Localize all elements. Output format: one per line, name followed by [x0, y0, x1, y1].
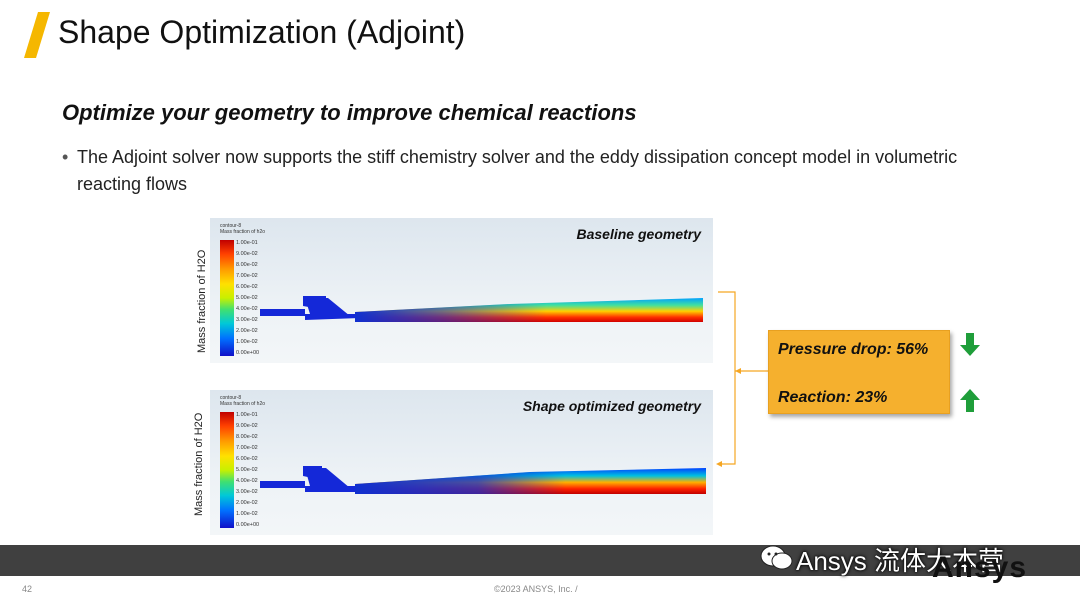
legend-tick: 9.00e-02 — [236, 251, 258, 257]
baseline-contour-panel: contour-8 Mass fraction of h2o 1.00e-01 … — [210, 218, 713, 363]
legend-tick: 7.00e-02 — [236, 273, 258, 279]
legend-tick: 2.00e-02 — [236, 328, 258, 334]
title-accent-bar — [24, 12, 50, 58]
legend-tick: 4.00e-02 — [236, 478, 258, 484]
legend-tick: 4.00e-02 — [236, 306, 258, 312]
legend-ticks: 1.00e-01 9.00e-02 8.00e-02 7.00e-02 6.00… — [236, 240, 276, 356]
legend-tick: 3.00e-02 — [236, 489, 258, 495]
legend-tick: 1.00e-01 — [236, 240, 258, 246]
bullet-dot: • — [62, 147, 69, 167]
legend-tick: 5.00e-02 — [236, 295, 258, 301]
legend-tick: 9.00e-02 — [236, 423, 258, 429]
legend-tick: 7.00e-02 — [236, 445, 258, 451]
legend-tick: 0.00e+00 — [236, 522, 260, 528]
legend-contour-name: contour-8 — [220, 395, 242, 401]
page-number: 42 — [22, 584, 33, 594]
legend-variable-name: Mass fraction of h2o — [220, 229, 266, 235]
legend-tick: 8.00e-02 — [236, 434, 258, 440]
legend-tick: 3.00e-02 — [236, 317, 258, 323]
legend-tick: 5.00e-02 — [236, 467, 258, 473]
bullet-item: • The Adjoint solver now supports the st… — [62, 144, 1022, 198]
bullet-text: The Adjoint solver now supports the stif… — [77, 147, 958, 194]
arrow-up-icon — [960, 389, 980, 412]
legend-tick: 2.00e-02 — [236, 500, 258, 506]
results-box: Pressure drop: 56% Reaction: 23% — [768, 330, 950, 414]
legend-header: contour-8 Mass fraction of h2o — [220, 395, 265, 407]
pressure-drop-result: Pressure drop: 56% — [778, 341, 929, 358]
baseline-contour-plot — [260, 296, 703, 322]
legend-tick: 1.00e-02 — [236, 511, 258, 517]
color-legend-bar — [220, 240, 234, 356]
legend-tick: 1.00e-01 — [236, 412, 258, 418]
baseline-geometry-label: Baseline geometry — [576, 226, 702, 242]
legend-tick: 6.00e-02 — [236, 284, 258, 290]
watermark-text: Ansys 流体大本营 — [796, 546, 1005, 576]
optimized-contour-plot — [260, 466, 706, 494]
reaction-result: Reaction: 23% — [778, 389, 888, 406]
footer-band — [0, 545, 1080, 576]
slide-title: Shape Optimization (Adjoint) — [58, 14, 466, 50]
legend-contour-name: contour-8 — [220, 223, 242, 229]
legend-tick: 0.00e+00 — [236, 350, 260, 356]
legend-tick: 1.00e-02 — [236, 339, 258, 345]
ansys-logo: Ansys — [932, 551, 1028, 584]
arrow-down-icon — [960, 333, 980, 356]
optimized-contour-panel: contour-8 Mass fraction of h2o 1.00e-01 … — [210, 390, 713, 535]
color-legend-bar — [220, 412, 234, 528]
legend-variable-name: Mass fraction of h2o — [220, 401, 266, 407]
optimized-y-label: Mass fraction of H2O — [193, 412, 205, 516]
copyright-text: ©2023 ANSYS, Inc. / — [494, 584, 578, 594]
legend-ticks: 1.00e-01 9.00e-02 8.00e-02 7.00e-02 6.00… — [236, 412, 276, 528]
slide-subtitle: Optimize your geometry to improve chemic… — [62, 100, 637, 125]
legend-tick: 6.00e-02 — [236, 456, 258, 462]
wechat-icon — [760, 545, 793, 570]
optimized-geometry-label: Shape optimized geometry — [522, 398, 701, 414]
legend-header: contour-8 Mass fraction of h2o — [220, 223, 265, 235]
baseline-y-label: Mass fraction of H2O — [196, 249, 208, 353]
legend-tick: 8.00e-02 — [236, 262, 258, 268]
